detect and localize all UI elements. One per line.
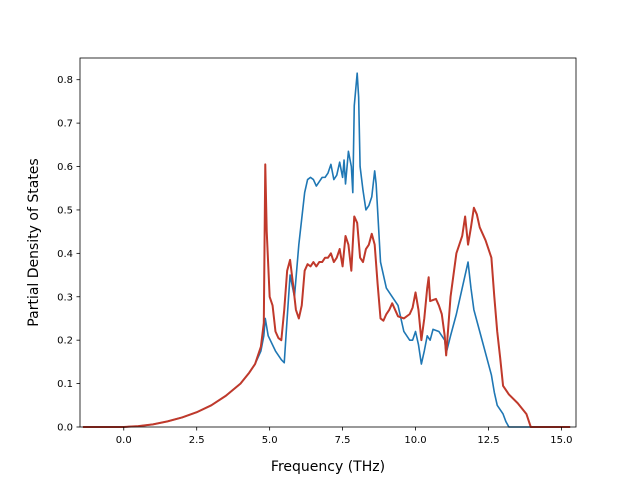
plot-frame bbox=[79, 57, 577, 428]
y-tick-label: 0.5 bbox=[57, 205, 73, 216]
x-tick-label: 10.0 bbox=[404, 435, 426, 446]
y-axis-ticks: 0.0 0.1 0.2 0.3 0.4 0.5 0.6 0.7 0.8 bbox=[57, 75, 80, 434]
x-axis-ticks: 0.0 2.5 5.0 7.5 10.0 12.5 15.0 bbox=[116, 427, 573, 446]
y-tick-label: 0.3 bbox=[57, 292, 73, 303]
y-tick-label: 0.8 bbox=[57, 75, 73, 86]
series-line-2 bbox=[82, 163, 571, 428]
y-tick-label: 0.1 bbox=[57, 379, 73, 390]
y-tick-label: 0.6 bbox=[57, 162, 73, 173]
x-tick-label: 0.0 bbox=[116, 435, 132, 446]
series-lines bbox=[82, 72, 571, 428]
y-tick-label: 0.2 bbox=[57, 336, 73, 347]
y-tick-label: 0.4 bbox=[57, 249, 73, 260]
y-tick-label: 0.7 bbox=[57, 119, 73, 130]
y-axis-label: Partial Density of States bbox=[26, 158, 42, 326]
y-tick-label: 0.0 bbox=[57, 423, 73, 434]
x-tick-label: 5.0 bbox=[262, 435, 278, 446]
x-tick-label: 2.5 bbox=[189, 435, 205, 446]
x-tick-label: 12.5 bbox=[477, 435, 499, 446]
x-tick-label: 15.0 bbox=[550, 435, 572, 446]
x-axis-label: Frequency (THz) bbox=[271, 459, 385, 475]
series-line-1 bbox=[82, 72, 571, 428]
x-tick-label: 7.5 bbox=[335, 435, 351, 446]
